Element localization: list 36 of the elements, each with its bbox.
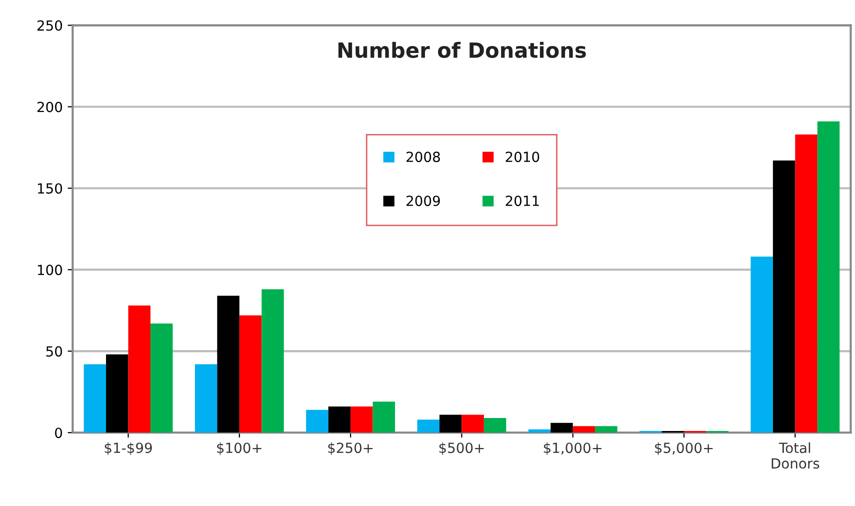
bar bbox=[372, 402, 396, 433]
bar bbox=[150, 323, 173, 433]
legend-label: 2011 bbox=[506, 196, 539, 206]
bar bbox=[462, 414, 484, 433]
bar bbox=[795, 134, 818, 433]
bar bbox=[262, 289, 284, 433]
legend-label: 2009 bbox=[406, 196, 440, 206]
x-tick-label: $5,000+ bbox=[655, 442, 713, 455]
bar bbox=[817, 121, 840, 433]
text: Number of Donations bbox=[338, 42, 586, 58]
x-tick-label: $1-$99 bbox=[104, 442, 152, 455]
x-tick-label: $500+ bbox=[439, 442, 484, 455]
x-tick-label: $1,000+ bbox=[544, 442, 602, 455]
bar bbox=[128, 306, 150, 433]
bar bbox=[484, 418, 506, 433]
bar bbox=[595, 426, 618, 433]
bar bbox=[528, 429, 551, 433]
x-tick-label: $250+ bbox=[328, 442, 373, 455]
bar bbox=[194, 364, 218, 433]
y-tick-label: 100 bbox=[38, 264, 62, 276]
bar bbox=[239, 315, 262, 433]
bar bbox=[750, 256, 773, 433]
bar bbox=[350, 406, 373, 433]
y-tick-label: 250 bbox=[37, 20, 62, 31]
bar bbox=[84, 364, 106, 433]
y-tick-label: 0 bbox=[55, 428, 62, 438]
bar bbox=[572, 426, 596, 433]
legend-label: 2010 bbox=[506, 152, 540, 162]
x-tick-label: Total Donors bbox=[772, 442, 820, 469]
y-tick-label: 50 bbox=[46, 346, 62, 357]
bar bbox=[306, 410, 328, 433]
y-tick-label: 150 bbox=[38, 183, 62, 194]
legend-label: 2008 bbox=[406, 152, 440, 162]
bar bbox=[417, 420, 440, 433]
y-tick-label: 200 bbox=[37, 102, 62, 112]
x-tick-label: $100+ bbox=[217, 442, 262, 455]
